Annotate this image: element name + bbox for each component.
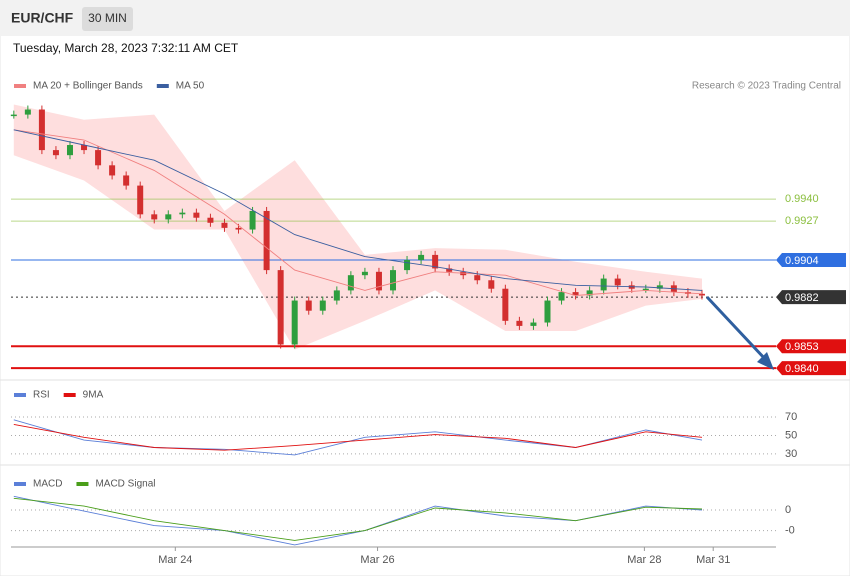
symbol: EUR/CHF <box>11 10 74 26</box>
forecast-arrow <box>705 295 768 362</box>
timestamp: Tuesday, March 28, 2023 7:32:11 AM CET <box>13 41 239 55</box>
legend-label: 9MA <box>83 390 104 401</box>
price-tag <box>776 290 846 305</box>
level-label: 0.9927 <box>785 215 819 227</box>
y-tick-label: 70 <box>785 411 797 423</box>
candle-body <box>52 150 59 156</box>
legend-swatch <box>76 482 89 486</box>
header-bar <box>0 0 850 36</box>
legend-label: MACD <box>33 479 62 490</box>
x-tick-label: Mar 26 <box>360 554 394 566</box>
candle-body <box>193 212 200 218</box>
candle-body <box>404 259 411 271</box>
candle-body <box>81 145 88 151</box>
legend-swatch <box>14 84 26 88</box>
legend-label: MA 20 + Bollinger Bands <box>33 81 143 92</box>
candle-body <box>347 275 354 291</box>
price-tag-label: 0.9853 <box>785 341 819 353</box>
candle-body <box>642 288 649 291</box>
candle-body <box>263 210 270 271</box>
candle-body <box>698 293 705 296</box>
candle-body <box>614 278 621 286</box>
candle-body <box>137 185 144 215</box>
candle-body <box>305 300 312 311</box>
candle-body <box>390 270 396 291</box>
candle-body <box>656 285 663 289</box>
candle-body <box>207 217 214 223</box>
candle-body <box>221 222 228 228</box>
candle-body <box>600 278 607 291</box>
legend-label: RSI <box>33 390 50 401</box>
x-tick-label: Mar 24 <box>158 554 192 566</box>
ma20-line <box>13 129 703 296</box>
candle-body <box>586 290 593 296</box>
price-tag <box>776 252 846 267</box>
y-tick-label: 50 <box>785 429 797 441</box>
legend-swatch <box>14 482 26 486</box>
candle-body <box>333 290 340 301</box>
level-label: 0.9940 <box>785 193 819 205</box>
candle-body <box>502 288 509 321</box>
legend-swatch <box>156 84 169 88</box>
candle-body <box>10 114 17 117</box>
candle-body <box>488 280 495 289</box>
candle-body <box>375 271 382 291</box>
y-tick-label: -0 <box>785 524 795 536</box>
price-tag-label: 0.9904 <box>785 255 819 267</box>
candle-body <box>66 145 73 156</box>
price-tag <box>776 361 846 376</box>
candle-body <box>38 109 45 151</box>
candle-body <box>249 210 256 230</box>
price-tag-label: 0.9882 <box>785 292 819 304</box>
candle-body <box>95 150 102 166</box>
candle-body <box>572 292 579 296</box>
ma50-line <box>13 129 703 291</box>
credit: Research © 2023 Trading Central <box>692 81 841 92</box>
candle-body <box>165 214 172 220</box>
price-tag <box>776 339 846 354</box>
indicator-line <box>13 497 703 541</box>
candle-body <box>123 175 130 186</box>
candle-body <box>516 320 523 326</box>
candle-body <box>319 300 326 311</box>
candle-body <box>544 300 551 323</box>
candle-body <box>432 254 439 269</box>
candle-body <box>235 227 242 230</box>
candle-body <box>558 292 565 301</box>
legend-swatch <box>63 393 76 397</box>
y-tick-label: 0 <box>785 504 791 516</box>
candle-body <box>361 271 368 276</box>
candle-body <box>291 300 298 345</box>
candle-body <box>474 275 481 281</box>
candle-body <box>179 212 186 215</box>
candle-body <box>109 165 116 176</box>
candle-body <box>151 214 158 220</box>
legend-swatch <box>14 393 26 397</box>
price-tag-label: 0.9840 <box>785 363 819 375</box>
candle-body <box>446 268 453 272</box>
candle-body <box>530 322 537 326</box>
x-tick-label: Mar 28 <box>627 554 661 566</box>
bollinger-band <box>13 104 703 350</box>
x-tick-label: Mar 31 <box>696 554 730 566</box>
legend-label: MA 50 <box>176 81 205 92</box>
legend-label: MACD Signal <box>95 479 155 490</box>
forecast-arrowhead <box>757 352 774 370</box>
indicator-line <box>13 423 703 451</box>
y-tick-label: 30 <box>785 448 797 460</box>
candle-body <box>24 109 31 115</box>
interval-button[interactable] <box>82 7 133 31</box>
candle-body <box>277 270 284 345</box>
candle-body <box>418 254 425 260</box>
interval[interactable]: 30 MIN <box>88 11 127 25</box>
indicator-line <box>13 419 703 456</box>
